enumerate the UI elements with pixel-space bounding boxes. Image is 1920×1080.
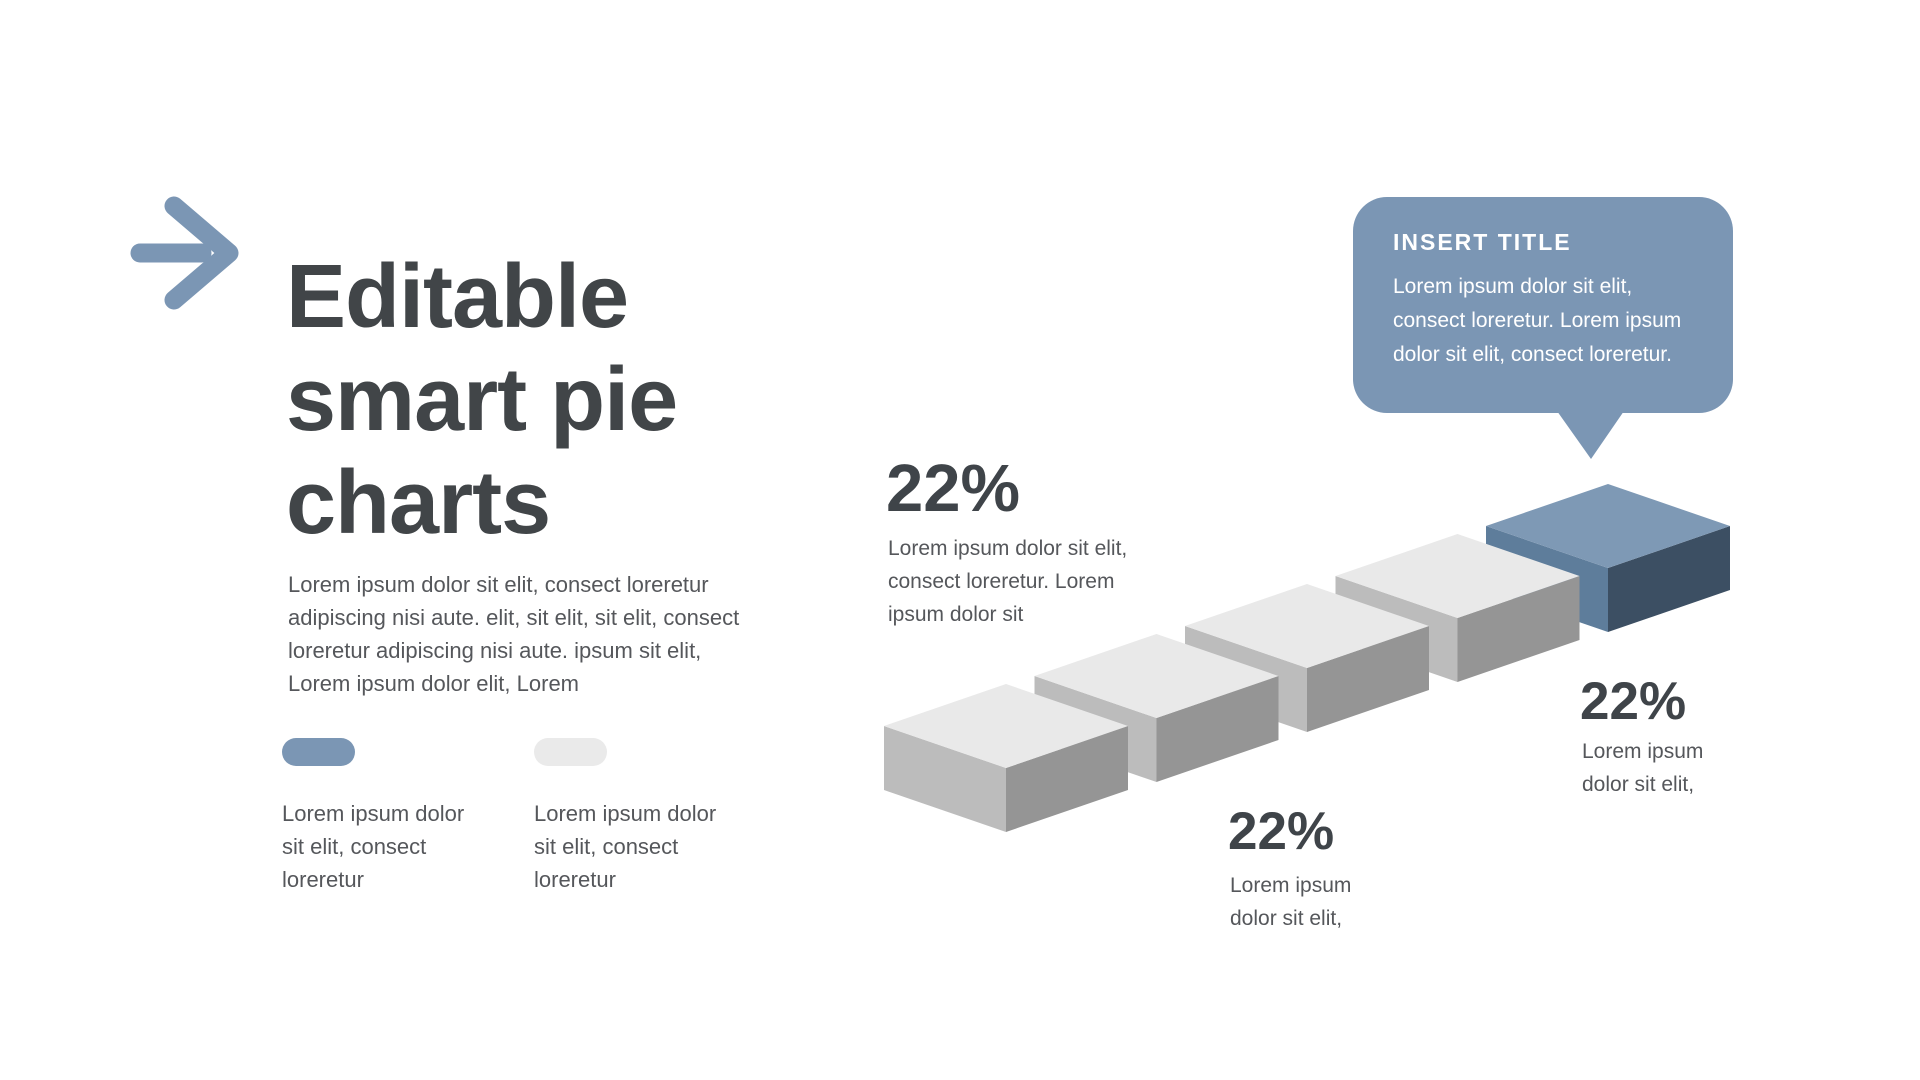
callout-body: Lorem ipsum dolor sit elit, consect lore… [1393,275,1682,366]
step-block-face [1156,676,1279,782]
legend-item-blue: Lorem ipsum dolor sit elit, consect lore… [282,738,482,896]
value-label-1: 22% [886,451,1021,526]
callout-tail [1557,411,1624,459]
step-block-face [1335,534,1580,618]
step-block-face [1608,526,1730,632]
step-block-face [1457,576,1580,682]
value-caption-2: Lorem ipsum dolor sit elit, [1230,874,1352,930]
step-block-face [1006,726,1128,832]
callout-bubble: INSERT TITLE Lorem ipsum dolor sit elit,… [1353,197,1733,413]
step-block-face [884,684,1128,768]
step-block-face [1185,584,1429,668]
legend-swatch-blue [282,738,355,766]
step-block-face [884,726,1006,832]
value-caption-3: Lorem ipsum dolor sit elit, [1582,740,1704,796]
page-title: Editable smart pie charts [286,247,678,554]
step-block-face [1486,484,1730,568]
intro-paragraph: Lorem ipsum dolor sit elit, consect lore… [288,572,740,696]
value-label-3: 22% [1580,672,1687,731]
value-caption-1: Lorem ipsum dolor sit elit, consect lore… [888,537,1128,626]
step-blocks-group [884,484,1730,832]
step-block-face [1307,626,1429,732]
callout-title: INSERT TITLE [1393,229,1572,255]
value-label-2: 22% [1228,802,1335,861]
legend-swatch-gray [534,738,607,766]
step-block-face [1034,634,1279,718]
arrow-icon [128,194,240,312]
legend-item-gray: Lorem ipsum dolor sit elit, consect lore… [534,738,734,896]
legend-label: Lorem ipsum dolor sit elit, consect lore… [534,801,717,892]
legend-label: Lorem ipsum dolor sit elit, consect lore… [282,801,465,892]
